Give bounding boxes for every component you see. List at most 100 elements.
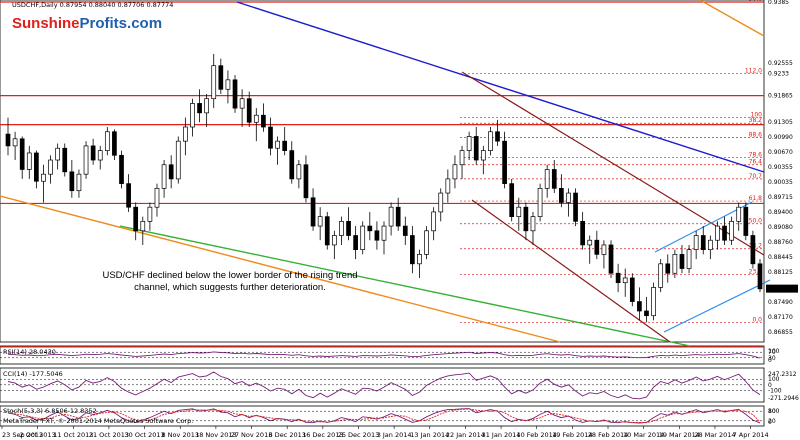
candle xyxy=(48,155,53,184)
candle xyxy=(665,254,671,283)
date-tick-label: 18 Nov 2013 xyxy=(195,431,237,439)
candle-body-bear xyxy=(523,206,529,232)
candle-body-bull xyxy=(175,140,181,180)
candle xyxy=(97,145,103,170)
date-tick-label: 10 Feb 2014 xyxy=(516,431,556,439)
date-tick-label: 7 Apr 2014 xyxy=(733,431,769,439)
candle xyxy=(119,150,124,189)
candle-body-bear xyxy=(346,221,351,236)
fib-level-label: 76.4 xyxy=(749,159,763,166)
candle-body-bull xyxy=(622,277,628,284)
trend-lines xyxy=(0,0,771,347)
candle xyxy=(5,117,11,156)
candle xyxy=(452,155,458,189)
candle xyxy=(757,259,763,293)
candle-body-bear xyxy=(324,216,330,246)
price-tick-label: 0.9233 xyxy=(768,71,789,78)
candle xyxy=(126,174,131,212)
candle-body-bear xyxy=(62,147,68,173)
candle-body-bear xyxy=(197,103,202,114)
candle xyxy=(374,221,380,250)
candle-body-bear xyxy=(594,239,600,255)
price-tick-label: 0.89715 xyxy=(768,194,793,201)
candle-body-bear xyxy=(282,140,288,151)
orange-support-line xyxy=(0,195,561,343)
candle-body-bear xyxy=(5,133,11,147)
candle-body-bear xyxy=(133,206,139,232)
candle xyxy=(466,131,472,161)
candle xyxy=(161,160,167,198)
candle xyxy=(83,141,89,179)
candle-body-bull xyxy=(452,164,458,180)
fib-level-label: 61.8 xyxy=(749,195,763,202)
candle-body-bear xyxy=(112,131,117,156)
candle xyxy=(502,131,507,189)
fib-level-label: 38.2 xyxy=(749,243,763,250)
green-support-line xyxy=(119,225,691,347)
date-tick-label: 6 Dec 2013 xyxy=(268,431,305,439)
fib-level-label: 112.0 xyxy=(745,68,762,75)
price-tick-label: 0.88760 xyxy=(768,239,793,246)
price-tick-label: 0.91865 xyxy=(768,93,793,100)
candle-body-bull xyxy=(360,225,366,251)
candle xyxy=(268,117,273,156)
candle xyxy=(346,207,351,241)
fib-level-label: 70.7 xyxy=(749,173,763,180)
candle-body-bear xyxy=(473,136,479,161)
date-tick-label: 13 Jan 2014 xyxy=(410,431,449,439)
candle xyxy=(601,240,607,269)
annotation-line-2: channel, which suggests further deterior… xyxy=(134,282,326,293)
candle xyxy=(644,296,649,323)
candle-body-bull xyxy=(431,211,437,232)
rising-channel-lower xyxy=(663,279,771,333)
fib-level-label: 100 xyxy=(751,112,763,119)
candle xyxy=(537,183,543,222)
candle xyxy=(523,202,529,241)
candle-body-bull xyxy=(253,114,259,123)
candle-body-bull xyxy=(12,138,18,147)
indicator-signal-line xyxy=(7,408,761,424)
candle-body-bear xyxy=(69,171,75,192)
candle xyxy=(90,138,96,165)
fib-level-label: 88.6 xyxy=(749,131,763,138)
fib-level-label: 78.6 xyxy=(749,152,763,159)
candle xyxy=(551,160,557,194)
candle xyxy=(339,216,344,245)
candle-body-bull xyxy=(147,206,153,222)
date-tick-label: 19 Mar 2014 xyxy=(659,431,700,439)
price-tick-label: 0.86855 xyxy=(768,329,793,336)
candle-body-bear xyxy=(303,164,309,199)
candle xyxy=(239,89,245,128)
candle xyxy=(168,155,174,189)
price-tick-label: 0.91305 xyxy=(768,119,793,126)
rsi-panel xyxy=(0,345,765,365)
candle xyxy=(360,221,366,255)
candle xyxy=(544,164,550,198)
candle-body-bull xyxy=(55,147,61,161)
candle xyxy=(12,131,18,161)
candle-body-bear xyxy=(218,65,224,90)
candle-body-bear xyxy=(750,235,756,265)
candle xyxy=(516,197,522,231)
candle xyxy=(104,127,110,156)
symbol-header: USDCHF,Daily 0.87954 0.88040 0.87706 0.8… xyxy=(12,1,173,9)
candle xyxy=(69,160,75,198)
candle-body-bear xyxy=(119,154,124,184)
indicator-tick-label: -271.2946 xyxy=(768,395,799,402)
candle xyxy=(197,89,202,123)
candle-body-bear xyxy=(374,230,380,241)
candle-body-bear xyxy=(743,206,749,236)
candle-body-bull xyxy=(686,249,692,269)
date-tick-label: 30 Oct 2013 xyxy=(124,431,164,439)
candle xyxy=(729,216,734,245)
candle xyxy=(750,230,756,269)
annotation-line-1: USD/CHF declined below the lower border … xyxy=(102,270,357,281)
current-price-box xyxy=(766,284,798,293)
candle-body-bear xyxy=(615,272,621,284)
candle-body-bear xyxy=(757,263,763,290)
date-tick-label: 28 Mar 2014 xyxy=(694,431,735,439)
